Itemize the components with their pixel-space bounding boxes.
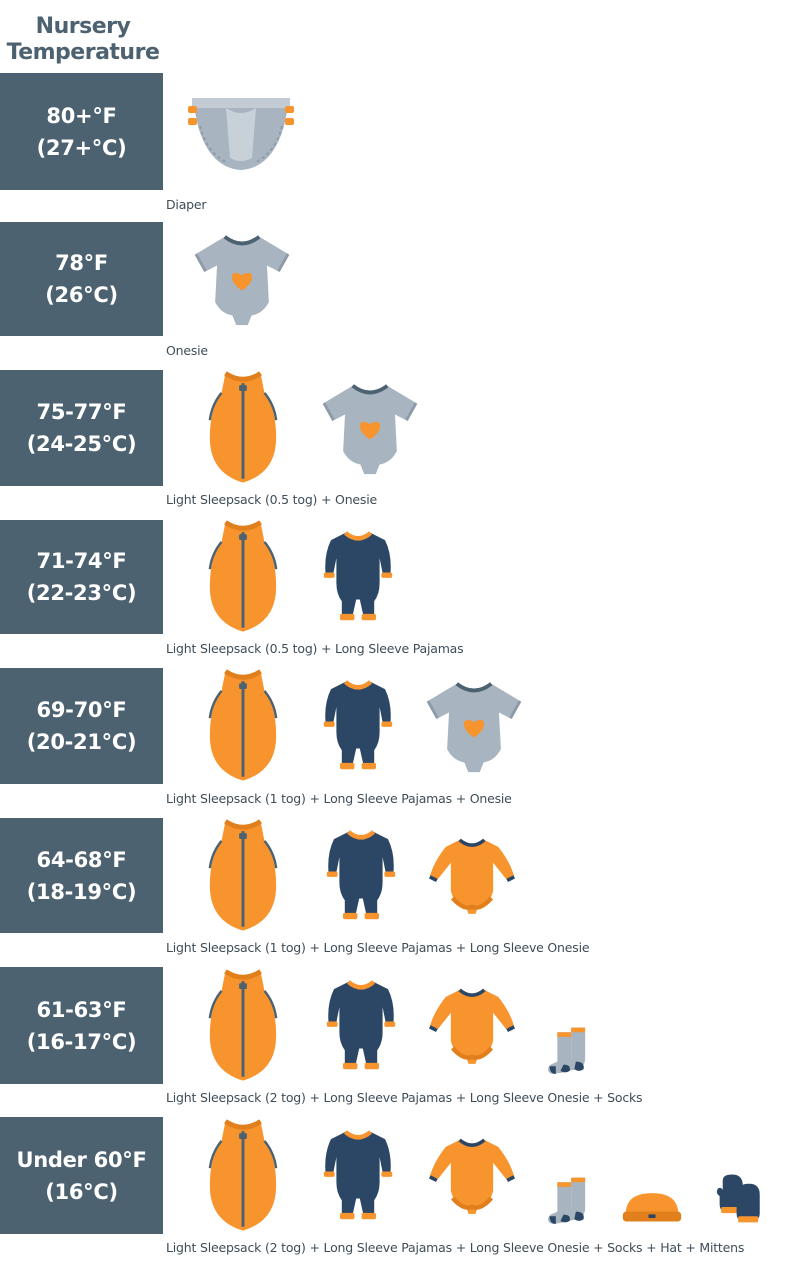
temperature-fahrenheit: Under 60°F [16, 1147, 147, 1172]
temperature-fahrenheit: 75-77°F [36, 400, 127, 424]
page-title: Nursery Temperature [0, 14, 166, 66]
temperature-fahrenheit: 64-68°F [36, 847, 127, 872]
temperature-box: 80+°F (27+°C) [0, 73, 163, 190]
pajamas-icon [322, 1122, 394, 1230]
temperature-box: Under 60°F (16°C) [0, 1117, 163, 1234]
socks-icon [545, 1172, 599, 1228]
outfit-caption: Onesie [166, 343, 208, 358]
pajamas-icon [322, 672, 394, 780]
temperature-fahrenheit: 80+°F [46, 103, 117, 128]
sleepsack-icon [204, 518, 282, 636]
temperature-box: 75-77°F (24-25°C) [0, 370, 163, 486]
long-sleeve-onesie-icon [428, 1135, 516, 1217]
sleepsack-icon [204, 967, 282, 1085]
temperature-celsius: (27+°C) [36, 135, 127, 160]
temperature-box: 78°F (26°C) [0, 222, 163, 336]
temperature-celsius: (26°C) [45, 283, 118, 307]
pajamas-icon [325, 972, 397, 1080]
onesie-icon [194, 231, 290, 327]
long-sleeve-onesie-icon [428, 835, 516, 917]
outfit-caption: Light Sleepsack (0.5 tog) + Long Sleeve … [166, 641, 464, 656]
pajamas-icon [325, 822, 397, 930]
sleepsack-icon [204, 1117, 282, 1235]
outfit-caption: Light Sleepsack (1 tog) + Long Sleeve Pa… [166, 791, 512, 806]
long-sleeve-onesie-icon [428, 985, 516, 1067]
outfit-caption: Light Sleepsack (2 tog) + Long Sleeve Pa… [166, 1240, 745, 1255]
outfit-caption: Light Sleepsack (0.5 tog) + Onesie [166, 492, 377, 507]
temperature-box: 61-63°F (16-17°C) [0, 967, 163, 1084]
temperature-celsius: (20-21°C) [26, 730, 137, 754]
sleepsack-icon [204, 369, 282, 487]
temperature-box: 71-74°F (22-23°C) [0, 520, 163, 634]
onesie-icon [426, 678, 522, 774]
outfit-caption: Diaper [166, 197, 207, 212]
temperature-fahrenheit: 71-74°F [36, 549, 127, 573]
pajamas-icon [322, 523, 394, 631]
onesie-icon [322, 380, 418, 476]
title-line-2: Temperature [6, 40, 160, 65]
mittens-icon [715, 1172, 769, 1228]
temperature-celsius: (18-19°C) [26, 879, 137, 904]
temperature-celsius: (16-17°C) [26, 1029, 137, 1054]
temperature-fahrenheit: 78°F [55, 251, 108, 275]
socks-icon [545, 1022, 599, 1078]
temperature-fahrenheit: 69-70°F [36, 698, 127, 722]
temperature-celsius: (16°C) [45, 1179, 118, 1204]
temperature-box: 64-68°F (18-19°C) [0, 818, 163, 933]
temperature-fahrenheit: 61-63°F [36, 997, 127, 1022]
outfit-caption: Light Sleepsack (2 tog) + Long Sleeve Pa… [166, 1090, 643, 1105]
diaper-icon [186, 92, 296, 172]
sleepsack-icon [204, 817, 282, 935]
temperature-box: 69-70°F (20-21°C) [0, 668, 163, 784]
hat-icon [620, 1188, 684, 1228]
sleepsack-icon [204, 667, 282, 785]
temperature-celsius: (22-23°C) [26, 581, 137, 605]
temperature-celsius: (24-25°C) [26, 432, 137, 456]
outfit-caption: Light Sleepsack (1 tog) + Long Sleeve Pa… [166, 940, 590, 955]
title-line-1: Nursery [35, 14, 131, 39]
